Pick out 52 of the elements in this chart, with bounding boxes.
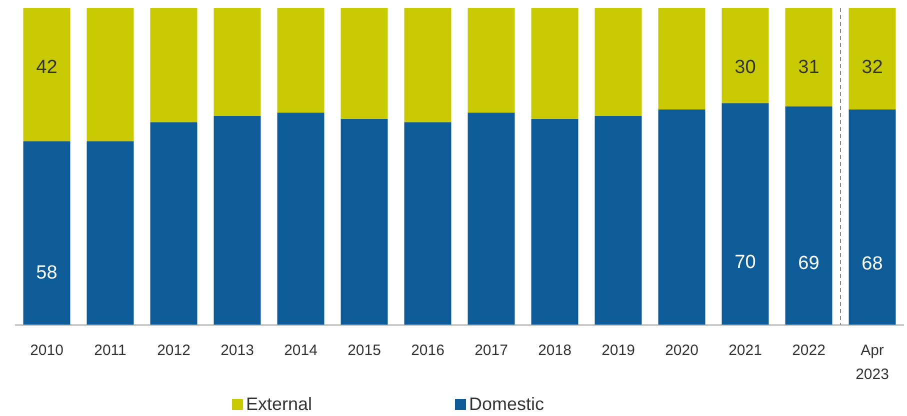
bar [150,122,198,325]
data-label: 31 [798,57,820,78]
bar [722,103,769,325]
bar [404,8,452,122]
x-tick-label: 2018 [538,342,572,359]
bar [658,109,706,325]
bar [468,8,515,113]
data-label: 42 [36,57,58,78]
x-tick-label: 2021 [728,342,762,359]
bar [722,8,769,104]
x-tick-label: 2011 [94,342,126,359]
bar [150,8,198,122]
bar [340,118,388,325]
bar [468,112,515,325]
data-label: 68 [862,254,883,275]
bar [277,8,324,113]
bar [848,8,896,110]
bar [404,122,452,325]
data-label: 58 [36,262,58,284]
bar [785,106,832,325]
x-tick-label: 2015 [348,342,381,359]
x-tick-label: 2022 [792,342,826,359]
x-tick-label: 2020 [665,342,698,359]
data-label: 69 [798,252,820,274]
bar [23,141,70,325]
bar [86,8,134,142]
x-tick-label: 2014 [284,342,318,359]
bar [848,109,896,325]
x-tick-label: 2012 [157,342,190,359]
bar [531,118,578,325]
data-label: 32 [862,57,883,78]
legend-label: External [246,394,312,414]
x-tick-label: 2016 [411,342,444,359]
bar [340,8,388,119]
bar [277,112,324,325]
x-tick-label: 2017 [474,342,508,359]
x-tick-label: 2019 [602,342,635,359]
bar [214,8,261,116]
legend-label: Domestic [469,394,544,414]
bar [785,8,832,106]
x-tick-label: 2010 [30,342,64,359]
x-tick-label: Apr 2023 [856,342,889,383]
bar [531,8,578,119]
bar [658,8,706,110]
bar [23,8,70,142]
bar [214,116,261,325]
data-label: 30 [734,57,756,78]
bar [86,141,134,325]
data-label: 70 [734,252,756,273]
x-tick-label: 2013 [220,342,254,359]
bar [594,116,642,325]
bar [594,8,642,116]
